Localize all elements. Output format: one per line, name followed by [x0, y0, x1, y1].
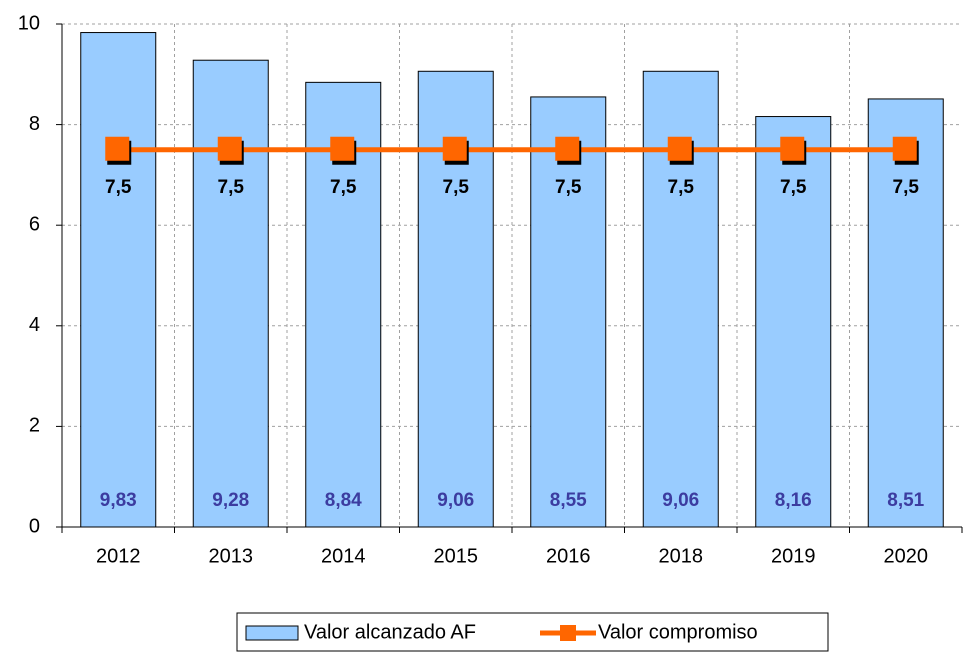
bar-value-label: 9,28	[212, 490, 249, 511]
line-value-label: 7,5	[780, 177, 807, 198]
y-tick-label: 0	[29, 515, 40, 537]
bar-value-label: 9,83	[100, 490, 137, 511]
line-value-label: 7,5	[105, 177, 132, 198]
line-value-label: 7,5	[893, 177, 920, 198]
x-tick-label: 2015	[434, 545, 479, 567]
y-tick-label: 4	[29, 314, 40, 336]
marker	[442, 136, 467, 161]
marker	[105, 136, 130, 161]
bar-value-label: 8,84	[325, 490, 362, 511]
bar-value-label: 9,06	[662, 490, 699, 511]
x-tick-label: 2016	[546, 545, 591, 567]
x-tick-label: 2019	[771, 545, 816, 567]
x-tick-label: 2020	[884, 545, 929, 567]
bar-value-label: 8,51	[887, 490, 924, 511]
x-tick-label: 2012	[96, 545, 141, 567]
marker	[555, 136, 580, 161]
bar	[80, 32, 157, 528]
legend-label: Valor compromiso	[598, 621, 758, 643]
marker	[330, 136, 355, 161]
marker	[217, 136, 242, 161]
bar	[530, 96, 607, 528]
legend-swatch	[245, 625, 299, 641]
marker	[780, 136, 805, 161]
line-value-label: 7,5	[668, 177, 695, 198]
line-value-label: 7,5	[443, 177, 470, 198]
bar-value-label: 8,16	[775, 490, 812, 511]
y-tick-label: 6	[29, 213, 40, 235]
legend-label: Valor alcanzado AF	[304, 621, 476, 643]
bar	[192, 59, 269, 528]
legend-marker	[560, 625, 576, 641]
marker	[892, 136, 917, 161]
y-tick-label: 10	[18, 12, 40, 34]
bar-value-label: 9,06	[437, 490, 474, 511]
y-tick-label: 2	[29, 415, 40, 437]
x-tick-label: 2014	[321, 545, 366, 567]
bar	[755, 116, 832, 528]
x-tick-label: 2013	[209, 545, 254, 567]
legend-box	[236, 612, 829, 652]
bar	[867, 98, 944, 528]
bar-value-label: 8,55	[550, 490, 587, 511]
marker	[667, 136, 692, 161]
y-tick-label: 8	[29, 113, 40, 135]
line-value-label: 7,5	[555, 177, 582, 198]
line-value-label: 7,5	[330, 177, 357, 198]
line-value-label: 7,5	[218, 177, 245, 198]
x-tick-label: 2018	[659, 545, 704, 567]
